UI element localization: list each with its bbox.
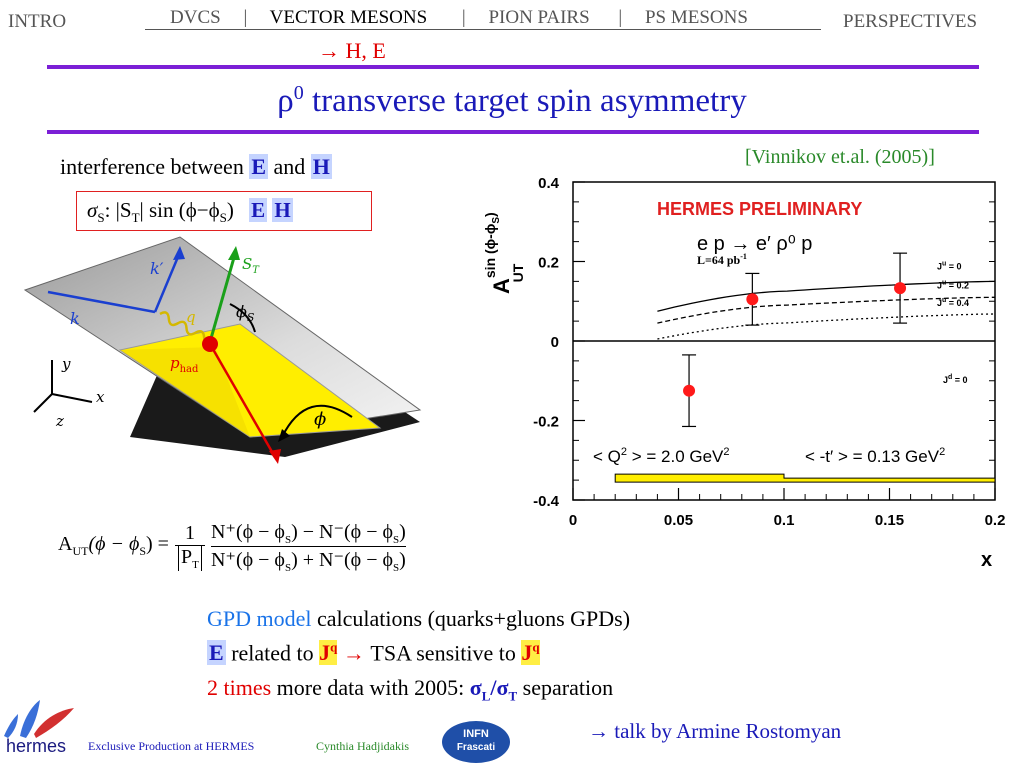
- nav-separator: |: [461, 7, 466, 28]
- y-tick-label: 0: [551, 334, 559, 351]
- label-phi: ϕ: [314, 409, 326, 430]
- chart-y-ticks: -0.4 -0.2 0 0.2 0.4: [533, 175, 995, 510]
- nav-separator: |: [618, 7, 623, 28]
- label-phi-s: ϕS: [236, 302, 255, 324]
- chart-y-label: Asin (ϕ-ϕS)UT: [482, 212, 526, 294]
- label-q: q: [186, 308, 196, 326]
- data-point: [894, 282, 907, 295]
- label-x-axis: x: [96, 388, 105, 406]
- interference-text: interference between E and H: [60, 154, 332, 179]
- nav-intro[interactable]: INTRO: [8, 11, 67, 32]
- target-proton-icon: [202, 336, 218, 352]
- nav-tab-ps-mesons[interactable]: PS MESONS: [644, 7, 748, 28]
- hermes-wing-icon: [34, 708, 74, 738]
- chart-reaction: e p → e′ ρ⁰ p: [697, 233, 812, 255]
- st-arrowhead-icon: [228, 246, 240, 260]
- chart-curve-labels: Ju = 0 Ju = 0.2 Ju = 0.4: [937, 260, 969, 308]
- title-rule-top: [47, 65, 979, 69]
- hadron-plane-shade: [120, 347, 250, 437]
- nav-tab-vector-mesons[interactable]: VECTOR MESONS: [269, 7, 428, 28]
- nav-tab-pion-pairs[interactable]: PION PAIRS: [488, 7, 590, 28]
- nav-separator: |: [243, 7, 248, 28]
- label-k-prime: k′: [150, 259, 164, 278]
- nav-tab-dvcs[interactable]: DVCS: [170, 7, 221, 28]
- hermes-logo: hermes: [4, 700, 74, 756]
- x-tick-label: 0.1: [774, 512, 795, 529]
- q-photon: [159, 311, 214, 345]
- k-prime-arrowhead-icon: [173, 246, 185, 260]
- curve-label: Ju = 0: [937, 260, 962, 271]
- chart-t-label: < -t′ > = 0.13 GeV2: [805, 446, 945, 466]
- x-tick-label: 0.2: [985, 512, 1006, 529]
- phad-vector: [208, 343, 277, 458]
- z-axis-line: [33, 393, 53, 413]
- phad-arrowhead-icon: [269, 449, 281, 464]
- chart-kinematic-band: [614, 473, 996, 483]
- curve-label: Ju = 0.2: [937, 280, 969, 291]
- bullet-more-data: 2 times more data with 2005: σL/σT separ…: [207, 675, 614, 704]
- model-curve-solid: [657, 280, 996, 312]
- curve-label: Ju = 0.4: [937, 297, 969, 308]
- nav-underline: [145, 29, 821, 30]
- asymmetry-chart: -0.4 -0.2 0 0.2 0.4 0 0.05 0.1 0.15 0.2 HERMES P…: [482, 175, 1006, 571]
- arrow-right-icon: →: [318, 38, 340, 63]
- x-tick-label: 0.05: [664, 512, 693, 529]
- nav-tabs: DVCS | VECTOR MESONS | PION PAIRS | PS M…: [145, 7, 748, 29]
- phi-arrowhead-icon: [278, 429, 290, 442]
- talk-reference: → talk by Armine Rostomyan: [588, 719, 842, 743]
- label-k: k: [70, 309, 80, 328]
- nav-subtopic: → H, E: [318, 38, 386, 64]
- y-tick-label: 0.2: [538, 255, 559, 272]
- kinematics-diagram: k′ k ST q ϕS phad ϕ y x z: [23, 236, 422, 464]
- data-point: [746, 293, 759, 306]
- hermes-wing-icon: [4, 714, 18, 738]
- x-tick-label: 0.15: [875, 512, 904, 529]
- label-y-axis: y: [61, 355, 71, 373]
- k-vector: [47, 290, 156, 314]
- chart-x-label: x: [981, 549, 992, 571]
- title-rule-bottom: [47, 130, 979, 134]
- chart-model-curves: [657, 280, 996, 340]
- asymmetry-formula: AUT(ϕ − ϕS) = 1 PT N⁺(ϕ − ϕS) − N⁻(ϕ − ϕ…: [58, 520, 406, 574]
- y-tick-label: 0.4: [538, 175, 560, 192]
- x-axis-line: [51, 393, 93, 403]
- data-point: [683, 384, 696, 397]
- model-curve-dashed: [657, 296, 996, 324]
- st-vector: [208, 253, 237, 343]
- footer-author: Cynthia Hadjidakis: [316, 739, 409, 753]
- chart-q2-label: < Q2 > = 2.0 GeV2: [593, 446, 730, 466]
- chart-title: HERMES PRELIMINARY: [657, 199, 862, 219]
- reference-citation: [Vinnikov et.al. (2005)]: [745, 146, 935, 168]
- label-st: ST: [242, 255, 260, 276]
- nav-perspectives[interactable]: PERSPECTIVES: [843, 11, 978, 32]
- label-z-axis: z: [55, 412, 64, 430]
- chart-luminosity: L=64 pb-1: [697, 252, 747, 267]
- kinematic-band: [614, 473, 996, 483]
- page-title: ρ0 transverse target spin asymmetry: [277, 82, 747, 119]
- bullet-e-related: E related to Jq → TSA sensitive to Jq: [207, 640, 540, 666]
- nav-subtopic-label: H, E: [345, 38, 386, 63]
- sigma-box: σS: |ST| sin (ϕ−ϕS) E H: [76, 191, 372, 231]
- footer-title: Exclusive Production at HERMES: [88, 739, 255, 753]
- phi-arc: [281, 404, 353, 438]
- bullet-gpd-model: GPD model calculations (quarks+gluons GP…: [207, 606, 631, 631]
- chart-jd-label: Jd = 0: [943, 374, 968, 385]
- x-tick-label: 0: [569, 512, 577, 529]
- chart-data-points: [682, 252, 908, 428]
- chart-x-ticks: 0 0.05 0.1 0.15 0.2: [569, 488, 1006, 529]
- k-prime-vector: [153, 251, 182, 313]
- y-tick-label: -0.4: [533, 493, 560, 510]
- model-curve-dotted: [657, 313, 996, 340]
- hermes-logo-text: hermes: [6, 736, 66, 756]
- y-tick-label: -0.2: [533, 414, 559, 431]
- label-phad: phad: [170, 354, 199, 375]
- infn-logo: INFN Frascati: [442, 721, 510, 763]
- phi-s-arc: [229, 303, 256, 333]
- hermes-wing-icon: [20, 700, 40, 738]
